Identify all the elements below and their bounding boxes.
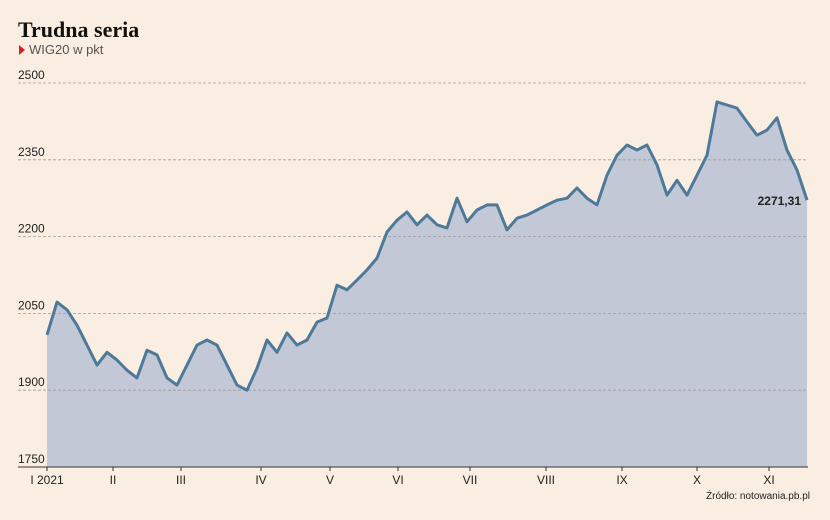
source: Źródło: notowania.pb.pl [706, 489, 810, 502]
x-tick-label: VIII [537, 473, 555, 487]
x-tick-label: X [693, 473, 701, 487]
x-tick-label: V [326, 473, 334, 487]
area [47, 101, 807, 468]
y-tick-label: 2050 [18, 298, 45, 312]
x-tick-label: VI [392, 473, 403, 487]
x-tick-label: IV [255, 473, 266, 487]
y-tick-label: 2350 [18, 145, 45, 159]
x-tick-label: XI [763, 473, 774, 487]
value-label: 2271,31 [758, 194, 802, 208]
subtitle-marker [19, 45, 25, 55]
chart-subtitle: WIG20 w pkt [29, 42, 104, 57]
line [45, 100, 809, 392]
y-tick-label: 1900 [18, 375, 45, 389]
x-tick-label: IX [616, 473, 627, 487]
x-tick-label: VII [463, 473, 478, 487]
x-tick-label: III [176, 473, 186, 487]
y-tick-label: 2500 [18, 68, 45, 82]
x-tick-label: I 2021 [30, 473, 64, 487]
y-tick-label: 2200 [18, 222, 45, 236]
y-tick-label: 1750 [18, 452, 45, 466]
chart-title: Trudna seria [18, 17, 139, 42]
x-tick-label: II [110, 473, 117, 487]
